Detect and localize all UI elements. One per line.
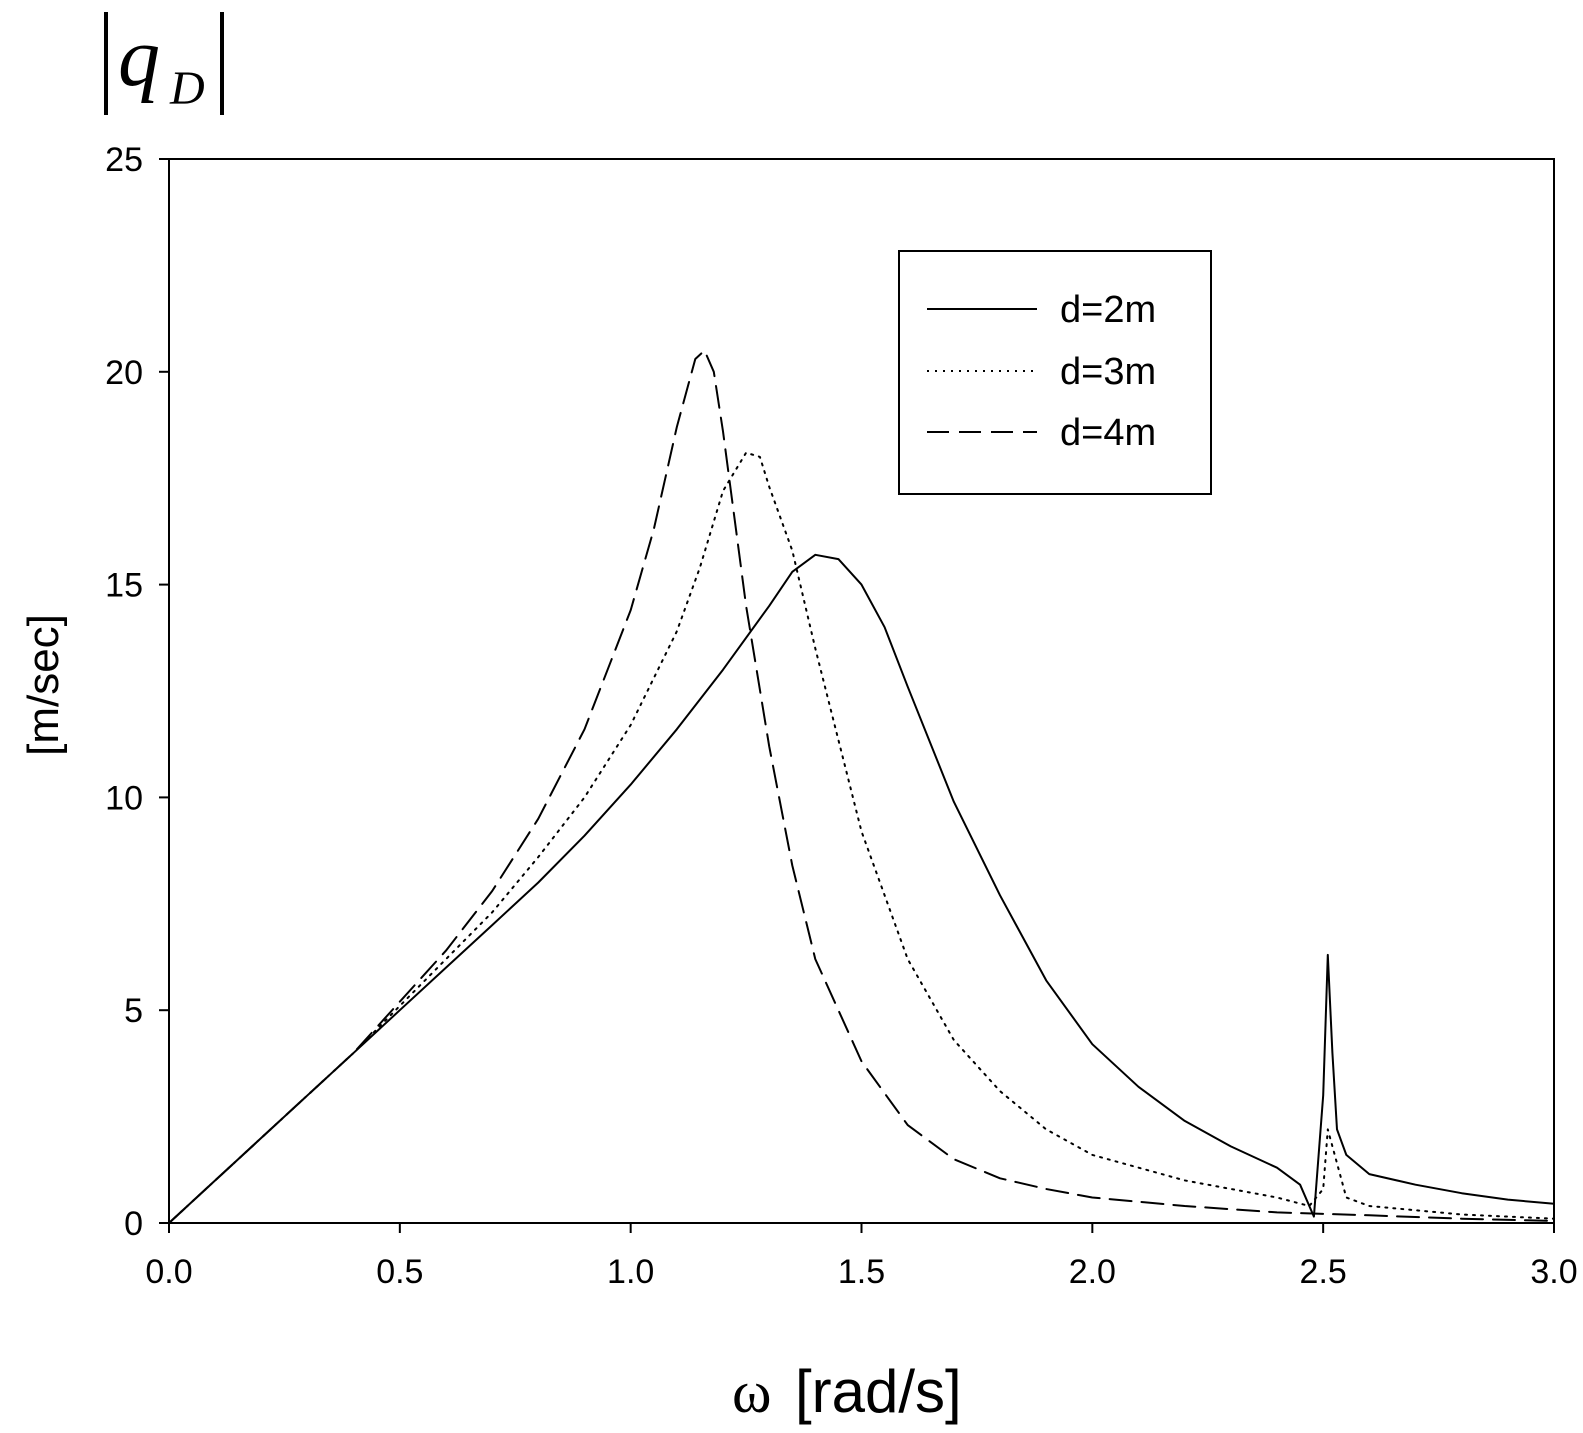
y-tick-label-3: 15 [105, 567, 143, 605]
x-tick-label-6: 3.0 [1530, 1253, 1577, 1291]
legend-label-d4: d=4m [1060, 412, 1156, 454]
x-axis-label: ω [rad/s] [732, 1358, 962, 1425]
x-tick-label-5: 2.5 [1300, 1253, 1347, 1291]
y-tick-label-0: 0 [124, 1205, 143, 1243]
y-tick-label-5: 25 [105, 141, 143, 179]
x-axis-label-unit: [rad/s] [795, 1358, 962, 1425]
series-lines [168, 349, 1555, 1224]
legend-box [898, 250, 1212, 495]
x-tick-label-1: 0.5 [376, 1253, 423, 1291]
x-tick-label-2: 1.0 [607, 1253, 654, 1291]
series-line-d-3m [168, 451, 1555, 1224]
symbol-subscript-d: D [169, 62, 205, 115]
plot-frame [168, 158, 1555, 1224]
x-tick-label-0: 0.0 [145, 1253, 192, 1291]
y-axis-label: [m/sec] [19, 614, 68, 756]
y-axis-symbol: q D [104, 11, 224, 115]
legend-label-d2: d=2m [1060, 289, 1156, 331]
legend: d=2m d=3m d=4m [898, 250, 1212, 495]
legend-label-d3: d=3m [1060, 351, 1156, 393]
symbol-q: q [118, 11, 160, 104]
y-tick-label-2: 10 [105, 779, 143, 817]
axis-ticks: 0.0 0.5 1.0 1.5 2.0 2.5 3.0 0 5 10 15 20 25 [105, 141, 1577, 1291]
x-tick-label-4: 2.0 [1069, 1253, 1116, 1291]
series-line-d-2m [168, 553, 1555, 1224]
x-tick-label-3: 1.5 [838, 1253, 885, 1291]
y-tick-label-4: 20 [105, 354, 143, 392]
series-line-d-4m [168, 349, 1555, 1224]
y-tick-label-1: 5 [124, 992, 143, 1030]
x-axis-label-symbol: ω [732, 1359, 772, 1425]
